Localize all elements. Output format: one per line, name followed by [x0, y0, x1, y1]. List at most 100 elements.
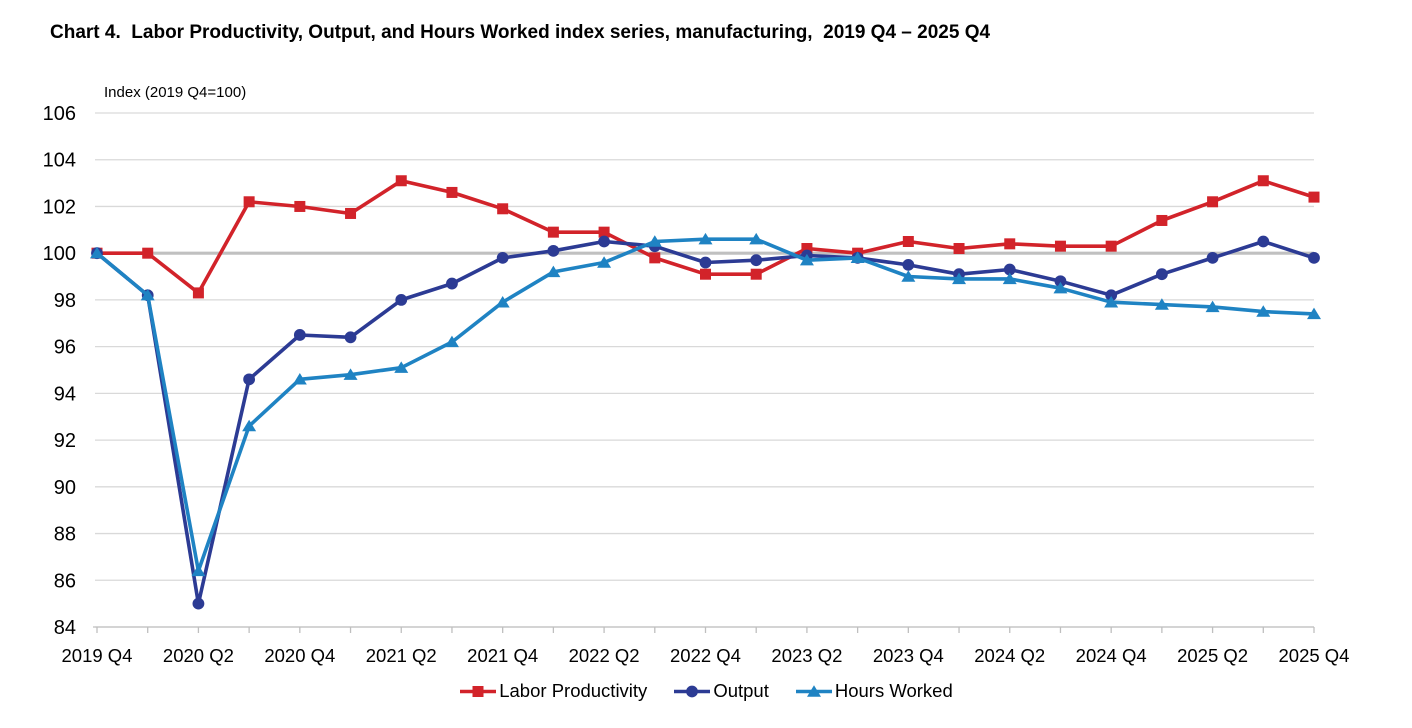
triangle-marker	[1256, 305, 1271, 317]
square-marker	[1207, 196, 1219, 208]
circle-marker	[1105, 289, 1118, 302]
square-marker	[649, 252, 661, 264]
square-marker	[243, 196, 255, 208]
x-axis-tick-label: 2022 Q2	[569, 645, 640, 666]
circle-marker	[293, 329, 306, 341]
triangle-marker	[242, 419, 257, 432]
x-axis-tick-label: 2025 Q4	[1279, 645, 1350, 666]
square-marker	[472, 685, 484, 697]
circle-marker	[750, 254, 763, 267]
triangle-marker	[394, 361, 409, 373]
circle-marker	[598, 235, 610, 248]
x-axis-tick-label: 2024 Q4	[1076, 645, 1147, 666]
triangle-marker	[799, 253, 814, 266]
circle-marker	[1257, 235, 1270, 248]
square-marker	[1105, 240, 1117, 252]
square-marker	[294, 200, 306, 212]
circle-marker	[496, 251, 509, 264]
square-marker	[1054, 240, 1066, 252]
x-axis-tick-label: 2021 Q4	[467, 645, 538, 666]
triangle-marker	[292, 373, 307, 385]
triangle-marker	[1205, 300, 1220, 313]
triangle-marker	[1307, 307, 1321, 320]
y-axis-tick-label: 106	[43, 103, 76, 125]
triangle-marker	[546, 265, 561, 278]
square-marker	[902, 236, 914, 247]
triangle-marker	[901, 270, 916, 282]
square-marker	[1156, 214, 1168, 226]
legend-item-output: Output	[673, 680, 769, 702]
y-axis-tick-label: 98	[54, 290, 76, 312]
legend-label-labor-productivity: Labor Productivity	[499, 680, 648, 701]
circle-marker	[902, 258, 915, 271]
triangle-marker	[952, 272, 967, 285]
triangle-marker	[1002, 272, 1017, 285]
square-marker	[446, 186, 458, 198]
triangle-marker	[1053, 281, 1068, 294]
triangle-marker	[444, 335, 459, 348]
square-marker	[953, 243, 965, 255]
circle-marker	[1155, 268, 1168, 281]
triangle-marker	[850, 251, 865, 264]
x-axis-tick-label: 2025 Q2	[1177, 645, 1248, 666]
square-marker	[1257, 175, 1269, 187]
triangle-marker	[597, 256, 612, 268]
x-axis-tick-label: 2023 Q4	[873, 645, 944, 666]
square-marker	[497, 203, 509, 215]
legend-triangle-marker-icon	[795, 684, 832, 697]
square-marker	[345, 207, 357, 219]
square-marker	[192, 287, 204, 299]
y-axis-tick-label: 90	[54, 477, 76, 499]
triangle-marker	[698, 232, 713, 245]
circle-marker	[243, 373, 256, 386]
square-marker	[700, 268, 711, 280]
triangle-marker	[1154, 298, 1169, 310]
legend-circle-marker-icon	[674, 685, 711, 697]
circle-marker	[1308, 251, 1320, 264]
circle-marker	[1206, 251, 1219, 264]
x-axis-tick-label: 2021 Q2	[366, 645, 437, 666]
series-output	[91, 235, 1320, 610]
legend-item-hours-worked: Hours Worked	[795, 680, 953, 702]
x-axis-tick-label: 2022 Q4	[670, 645, 741, 666]
square-marker	[1308, 191, 1320, 203]
legend-label-hours-worked: Hours Worked	[834, 680, 953, 701]
circle-marker	[344, 331, 357, 344]
y-axis-tick-label: 96	[54, 337, 76, 359]
circle-marker	[686, 685, 699, 697]
circle-marker	[699, 256, 712, 269]
circle-marker	[547, 244, 560, 257]
chart-title: Chart 4. Labor Productivity, Output, and…	[50, 22, 991, 43]
circle-marker	[192, 597, 205, 610]
square-marker	[547, 226, 559, 238]
x-axis-tick-label: 2023 Q2	[771, 645, 842, 666]
y-axis-tick-label: 94	[54, 383, 76, 405]
y-axis-tick-label: 84	[54, 617, 76, 639]
series-line	[95, 237, 1316, 573]
triangle-marker	[806, 684, 821, 697]
series-hours-worked	[90, 232, 1321, 577]
y-axis-tick-label: 102	[43, 196, 76, 218]
y-axis-tick-label: 88	[54, 524, 76, 546]
triangle-marker	[1104, 295, 1119, 308]
x-axis-tick-label: 2019 Q4	[62, 645, 133, 666]
series-line	[95, 239, 1316, 606]
y-axis-tick-label: 100	[43, 243, 76, 265]
y-axis-unit-label: Index (2019 Q4=100)	[104, 84, 247, 101]
y-axis-tick-label: 104	[43, 150, 76, 172]
triangle-marker	[191, 564, 206, 577]
legend-square-marker-icon	[460, 685, 497, 697]
legend-item-labor-productivity: Labor Productivity	[459, 680, 647, 702]
y-axis-tick-label: 92	[54, 430, 76, 452]
circle-marker	[446, 277, 458, 290]
triangle-marker	[647, 235, 662, 247]
square-marker	[750, 268, 762, 280]
triangle-marker	[495, 295, 510, 308]
chart-legend: Labor Productivity Output Hours Worked	[0, 680, 1412, 702]
x-axis-tick-label: 2020 Q4	[264, 645, 335, 666]
x-axis-tick-label: 2024 Q2	[974, 645, 1045, 666]
triangle-marker	[749, 232, 764, 245]
square-marker	[598, 226, 610, 238]
